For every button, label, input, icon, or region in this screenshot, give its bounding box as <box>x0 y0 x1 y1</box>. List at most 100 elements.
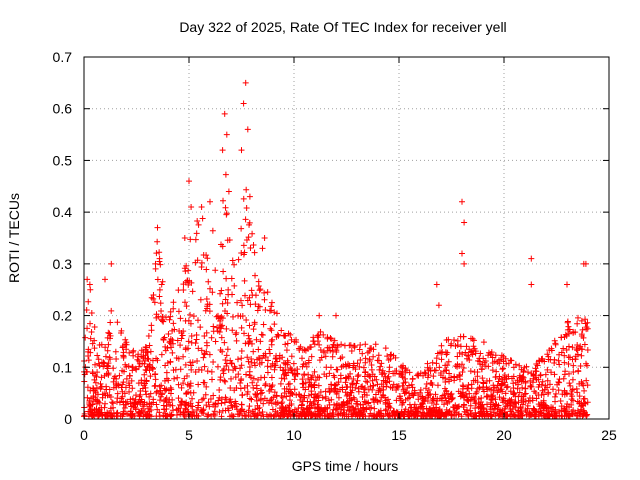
roti-point <box>467 368 474 375</box>
roti-point <box>222 171 229 178</box>
roti-point <box>522 385 529 392</box>
roti-point <box>178 384 185 391</box>
roti-point <box>331 386 338 393</box>
roti-point <box>203 266 210 273</box>
roti-point <box>192 340 199 347</box>
roti-point <box>244 297 251 304</box>
roti-point <box>378 371 385 378</box>
roti-point <box>283 347 290 354</box>
roti-point <box>409 384 416 391</box>
roti-point <box>206 351 213 358</box>
roti-point <box>269 382 276 389</box>
roti-point <box>301 410 308 417</box>
roti-point <box>122 341 129 348</box>
roti-point <box>119 381 126 388</box>
roti-point <box>216 328 223 335</box>
roti-point <box>480 380 487 387</box>
roti-point <box>170 305 177 312</box>
roti-point <box>446 408 453 415</box>
roti-point <box>382 401 389 408</box>
roti-point <box>344 404 351 411</box>
roti-point <box>495 378 502 385</box>
x-tick-label: 20 <box>496 427 512 443</box>
roti-point <box>569 386 576 393</box>
roti-point <box>145 332 152 339</box>
roti-point <box>533 368 540 375</box>
roti-point <box>436 413 443 420</box>
roti-point <box>501 374 508 381</box>
roti-point <box>199 215 206 222</box>
roti-point <box>245 234 252 241</box>
roti-point <box>167 384 174 391</box>
roti-point <box>544 377 551 384</box>
roti-point <box>288 400 295 407</box>
roti-point <box>228 402 235 409</box>
roti-point <box>328 396 335 403</box>
roti-point <box>475 395 482 402</box>
roti-point <box>400 386 407 393</box>
roti-point <box>539 387 546 394</box>
roti-point <box>166 316 173 323</box>
x-tick-label: 0 <box>80 427 88 443</box>
roti-point <box>581 341 588 348</box>
roti-point <box>235 371 242 378</box>
roti-point <box>528 255 535 262</box>
roti-point <box>492 396 499 403</box>
roti-point <box>362 413 369 420</box>
roti-point <box>552 390 559 397</box>
roti-point <box>222 307 229 314</box>
roti-point <box>364 371 371 378</box>
roti-point <box>249 230 256 237</box>
roti-point <box>238 355 245 362</box>
roti-point <box>106 330 113 337</box>
roti-point <box>418 403 425 410</box>
roti-point <box>180 380 187 387</box>
roti-point <box>333 347 340 354</box>
roti-point <box>351 344 358 351</box>
roti-point <box>409 375 416 382</box>
roti-point <box>386 364 393 371</box>
roti-point <box>477 350 484 357</box>
y-tick-label: 0.5 <box>53 152 73 168</box>
roti-point <box>149 357 156 364</box>
roti-point <box>129 363 136 370</box>
roti-point <box>584 319 591 326</box>
roti-point <box>259 408 266 415</box>
roti-point <box>167 308 174 315</box>
x-axis-label: GPS time / hours <box>292 458 399 474</box>
roti-point <box>85 357 92 364</box>
roti-point <box>248 356 255 363</box>
roti-point <box>358 407 365 414</box>
roti-point <box>346 395 353 402</box>
roti-point <box>194 317 201 324</box>
roti-point <box>240 408 247 415</box>
roti-point <box>162 314 169 321</box>
roti-point <box>360 401 367 408</box>
roti-point <box>434 382 441 389</box>
roti-point <box>565 370 572 377</box>
roti-point <box>313 393 320 400</box>
roti-point <box>208 334 215 341</box>
roti-point <box>442 349 449 356</box>
roti-point <box>429 406 436 413</box>
roti-point <box>377 413 384 420</box>
roti-point <box>158 382 165 389</box>
roti-point <box>355 388 362 395</box>
roti-point <box>322 388 329 395</box>
roti-point <box>273 392 280 399</box>
roti-point <box>249 379 256 386</box>
roti-point <box>208 368 215 375</box>
roti-point <box>438 342 445 349</box>
roti-point <box>225 188 232 195</box>
roti-point <box>298 355 305 362</box>
roti-point <box>356 346 363 353</box>
roti-point <box>516 389 523 396</box>
roti-point <box>170 367 177 374</box>
roti-point <box>566 326 573 333</box>
roti-point <box>528 411 535 418</box>
roti-point <box>425 386 432 393</box>
roti-point <box>584 362 591 369</box>
roti-point <box>221 377 228 384</box>
roti-point <box>135 357 142 364</box>
roti-point <box>556 351 563 358</box>
